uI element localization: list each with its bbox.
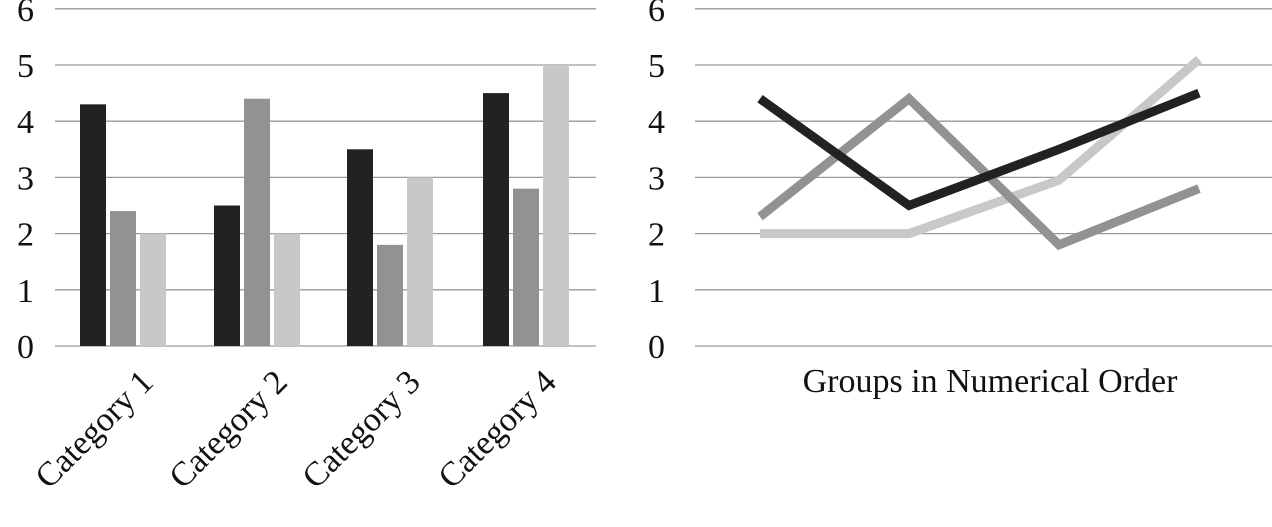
bar-2-series-2 xyxy=(244,98,270,346)
bar-y-tick-label: 5 xyxy=(17,48,34,85)
line-y-tick-label: 1 xyxy=(648,273,665,310)
line-y-tick-label: 0 xyxy=(648,329,665,366)
line-y-tick-label: 5 xyxy=(648,48,665,85)
bar-1-series-3 xyxy=(140,233,166,346)
bar-2-series-1 xyxy=(214,205,240,346)
bar-4-series-1 xyxy=(483,93,509,346)
line-y-tick-label: 2 xyxy=(648,217,665,254)
line-chart-y-axis: 0 1 2 3 4 5 6 xyxy=(648,0,665,366)
line-chart-x-axis-label: Groups in Numerical Order xyxy=(803,363,1179,400)
line-y-tick-label: 4 xyxy=(648,104,665,141)
line-series-2 xyxy=(757,92,1201,251)
line-y-tick-label: 3 xyxy=(648,160,665,197)
line-chart-lines xyxy=(757,55,1202,251)
line-y-tick-label: 6 xyxy=(648,0,665,29)
bar-3-series-2 xyxy=(377,244,403,346)
bar-x-tick-label: Category 1 xyxy=(28,363,160,495)
bar-chart-x-axis: Category 1 Category 2 Category 3 Category 4 xyxy=(28,363,563,495)
bar-y-tick-label: 6 xyxy=(17,0,34,29)
bar-y-tick-label: 1 xyxy=(17,273,34,310)
bar-1-series-1 xyxy=(80,104,106,346)
bar-chart-bars xyxy=(80,65,569,346)
bar-x-tick-label: Category 4 xyxy=(431,363,563,495)
bar-3-series-3 xyxy=(407,177,433,346)
bar-y-tick-label: 3 xyxy=(17,160,34,197)
bar-y-tick-label: 4 xyxy=(17,104,34,141)
line-series-1 xyxy=(757,88,1201,211)
bar-x-tick-label: Category 3 xyxy=(295,363,427,495)
bar-4-series-3 xyxy=(543,65,569,346)
bar-1-series-2 xyxy=(110,211,136,346)
bar-chart-y-axis: 0 1 2 3 4 5 6 xyxy=(17,0,34,366)
bar-chart: 0 1 2 3 4 5 6 Category 1 Category 2 Category 3 Ca… xyxy=(17,0,596,496)
bar-y-tick-label: 2 xyxy=(17,217,34,254)
bar-x-tick-label: Category 2 xyxy=(162,363,294,495)
bar-y-tick-label: 0 xyxy=(17,329,34,366)
bar-4-series-2 xyxy=(513,188,539,346)
line-chart: 0 1 2 3 4 5 6 Groups in Numerical Order xyxy=(648,0,1272,400)
bar-2-series-3 xyxy=(274,233,300,346)
bar-3-series-1 xyxy=(347,149,373,346)
